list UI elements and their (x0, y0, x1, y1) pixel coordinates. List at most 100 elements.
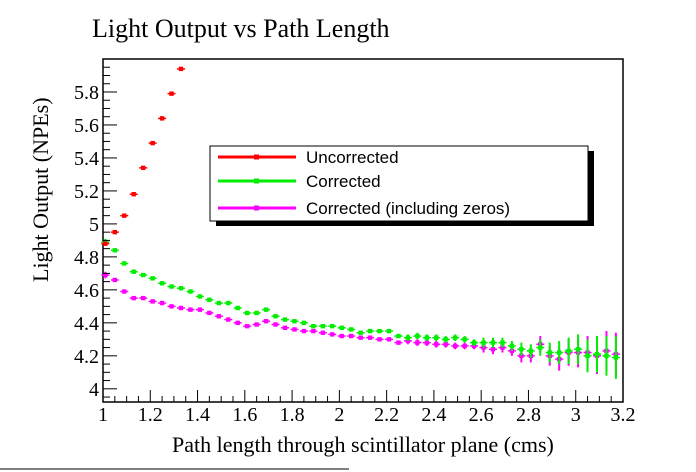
data-point (254, 322, 259, 327)
data-point (131, 295, 136, 301)
data-point (386, 328, 392, 334)
y-tick-label: 4 (89, 379, 99, 401)
data-point (434, 335, 439, 340)
data-point (358, 330, 363, 335)
data-point (386, 337, 392, 342)
series-1 (101, 238, 620, 379)
data-point (471, 340, 477, 345)
plot-frame (102, 58, 624, 403)
data-point (226, 300, 231, 306)
data-point (140, 295, 146, 301)
legend-marker (254, 154, 259, 160)
data-point (424, 340, 430, 345)
data-point (112, 229, 118, 235)
data-point (462, 343, 467, 349)
data-point (273, 314, 278, 319)
data-point (490, 347, 496, 352)
data-point (159, 116, 165, 121)
data-point (348, 333, 354, 339)
legend-label: Corrected (306, 172, 381, 191)
data-point (150, 299, 155, 304)
data-point (292, 327, 297, 332)
y-tick-label: 4.8 (74, 247, 99, 269)
x-tick-label: 1.2 (138, 404, 163, 426)
data-point (112, 277, 118, 283)
data-point (244, 310, 250, 316)
data-point (122, 213, 127, 218)
data-point (367, 335, 373, 340)
data-point (112, 248, 118, 253)
data-point (519, 347, 524, 352)
data-point (320, 323, 326, 329)
data-point (311, 323, 316, 329)
data-point (320, 330, 326, 335)
data-point (330, 323, 335, 329)
data-point (292, 318, 297, 324)
data-point (131, 269, 136, 274)
data-point (122, 289, 127, 294)
data-point (254, 310, 259, 316)
data-point (140, 272, 146, 278)
data-point (594, 351, 600, 357)
x-tick-label: 2 (334, 404, 344, 426)
data-point (396, 340, 401, 345)
data-point (452, 343, 458, 349)
data-point (169, 284, 174, 289)
data-point (358, 335, 363, 340)
y-tick-label: 4.6 (74, 280, 99, 302)
x-tick-label: 2.2 (374, 404, 399, 426)
data-point (159, 281, 165, 286)
x-tick-label: 2.4 (421, 404, 446, 426)
data-point (178, 305, 184, 311)
data-point (282, 317, 288, 322)
data-point (613, 355, 619, 360)
data-point (178, 66, 184, 72)
data-point (481, 340, 486, 345)
legend-marker (254, 178, 259, 184)
data-point (140, 165, 146, 171)
data-point (103, 272, 108, 278)
chart-title: Light Output vs Path Length (92, 14, 390, 43)
x-axis-label: Path length through scintillator plane (… (172, 432, 554, 457)
data-point (103, 241, 108, 246)
data-point (263, 318, 269, 324)
data-point (367, 328, 373, 334)
y-tick-label: 4.2 (74, 346, 99, 368)
data-point (490, 340, 496, 345)
legend-marker (254, 205, 259, 211)
data-point (178, 286, 184, 291)
data-point (216, 300, 222, 306)
data-point (528, 348, 534, 354)
y-tick-label: 5.6 (74, 115, 99, 137)
data-point (509, 343, 515, 349)
data-point (263, 307, 269, 312)
data-point (311, 328, 316, 334)
x-tick-label: 1.4 (185, 404, 210, 426)
series-0 (101, 66, 185, 246)
legend-label: Corrected (including zeros) (306, 199, 510, 218)
y-axis-label: Light Output (NPEs) (28, 97, 53, 282)
data-point (348, 327, 354, 332)
data-point (434, 342, 439, 347)
x-tick-label: 1.6 (232, 404, 257, 426)
y-tick-label: 5.8 (74, 82, 99, 104)
data-point (462, 337, 467, 342)
data-point (405, 335, 411, 340)
data-point (150, 276, 155, 281)
data-point (330, 332, 335, 337)
data-point (415, 333, 420, 339)
data-point (282, 325, 288, 330)
data-point (377, 337, 382, 342)
data-point (226, 317, 231, 322)
x-tick-label: 2.6 (469, 404, 494, 426)
data-point (188, 289, 193, 294)
data-point (556, 350, 562, 355)
data-point (339, 325, 344, 330)
data-point (273, 322, 278, 327)
x-tick-label: 2.8 (516, 404, 541, 426)
data-point (443, 337, 448, 342)
data-point (235, 305, 240, 311)
data-point (207, 297, 212, 302)
data-point (197, 307, 203, 312)
y-tick-label: 5.2 (74, 181, 99, 203)
